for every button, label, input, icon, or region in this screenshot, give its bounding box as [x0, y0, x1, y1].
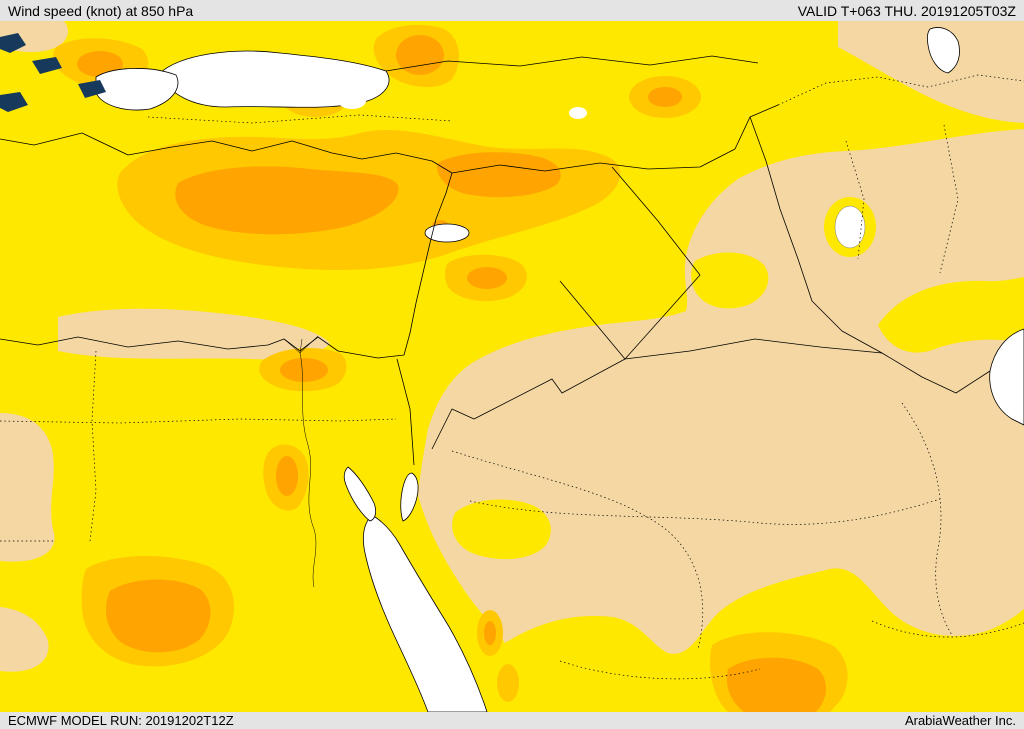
- gulf-of-suez-area: [343, 466, 377, 522]
- marmara-area: [338, 93, 366, 109]
- attribution-label: ArabiaWeather Inc.: [904, 713, 1016, 728]
- orange-anatolia-west: [175, 166, 399, 235]
- country-borders: [0, 55, 991, 466]
- jordan-saudi-border: [431, 358, 626, 450]
- lake-tharthar: [834, 205, 866, 249]
- cyprus-island: [424, 223, 470, 243]
- model-run-label: ECMWF MODEL RUN: 20191202T12Z: [8, 713, 234, 728]
- jordan-iraq-border: [624, 274, 701, 360]
- dotted-admin-borders: [0, 74, 1024, 680]
- saudi-iraq-border: [624, 338, 883, 360]
- valid-time: VALID T+063 THU. 20191205T03Z: [797, 2, 1016, 19]
- lake-tuz: [569, 107, 587, 119]
- aegean-calm-area: [95, 68, 179, 111]
- nile-river: [283, 335, 319, 588]
- tan-region-east-desert: [418, 129, 1024, 654]
- egypt-israel-border: [396, 358, 415, 466]
- wind-band-orange-regions: [77, 35, 827, 712]
- gulf-of-aqaba-area: [400, 472, 419, 522]
- wind-band-tan-regions: [0, 21, 1024, 672]
- header-bar: Wind speed (knot) at 850 hPa VALID T+063…: [0, 0, 1024, 21]
- tan-region-top-right: [838, 21, 1024, 123]
- mediterranean-coastline: [0, 132, 453, 359]
- orange-anatolia-east: [437, 152, 561, 198]
- turkey-syria-border: [451, 104, 779, 174]
- high-wind-dark-specks: [0, 33, 106, 112]
- footer-bar: ECMWF MODEL RUN: 20191202T12Z ArabiaWeat…: [0, 712, 1024, 729]
- red-sea-area: [362, 514, 488, 712]
- tan-region-west-strip: [0, 413, 55, 562]
- lake-urmia: [927, 27, 960, 74]
- jordan-east-border: [559, 280, 626, 360]
- iraq-iran-border: [749, 116, 991, 394]
- syria-iraq-border: [611, 166, 701, 276]
- black-sea-coastline: [385, 55, 759, 72]
- sea-and-calm-areas: [95, 27, 1024, 712]
- weather-map: [0, 21, 1024, 712]
- map-title: Wind speed (knot) at 850 hPa: [8, 2, 194, 19]
- tan-region-southwest: [0, 607, 49, 672]
- black-sea-area: [159, 50, 390, 108]
